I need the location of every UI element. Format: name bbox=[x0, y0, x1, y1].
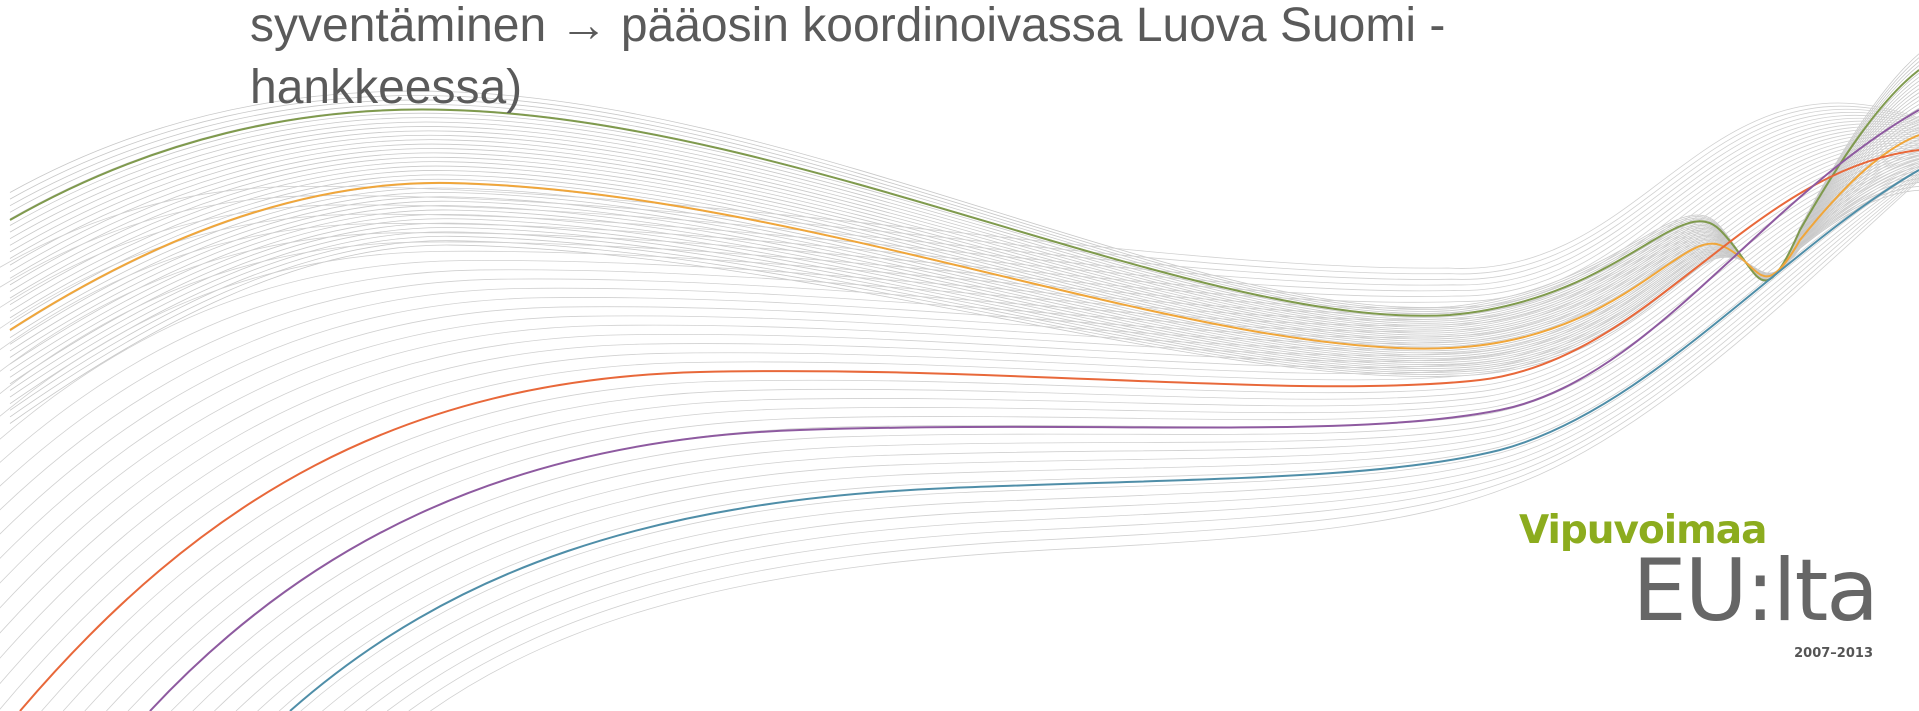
wave-line bbox=[10, 147, 1919, 354]
wave-line bbox=[10, 112, 1919, 337]
body-text: hankkeessa) bbox=[250, 64, 522, 112]
wave-line bbox=[0, 138, 1919, 711]
wave-line bbox=[0, 106, 1919, 711]
wave-line bbox=[10, 108, 1919, 335]
slide: syventäminen → pääosin koordinoivassa Lu… bbox=[0, 0, 1919, 711]
wave-line bbox=[0, 103, 1919, 711]
wave-line bbox=[0, 115, 1919, 711]
body-text: syventäminen → pääosin koordinoivassa Lu… bbox=[250, 2, 1445, 50]
wave-line bbox=[10, 167, 1919, 384]
logo-years: 2007–2013 bbox=[1794, 646, 1873, 661]
logo-subtitle: EU:lta bbox=[1632, 548, 1877, 634]
wave-line bbox=[10, 97, 1919, 330]
wave-line bbox=[10, 116, 1919, 339]
wave-line bbox=[0, 147, 1919, 711]
